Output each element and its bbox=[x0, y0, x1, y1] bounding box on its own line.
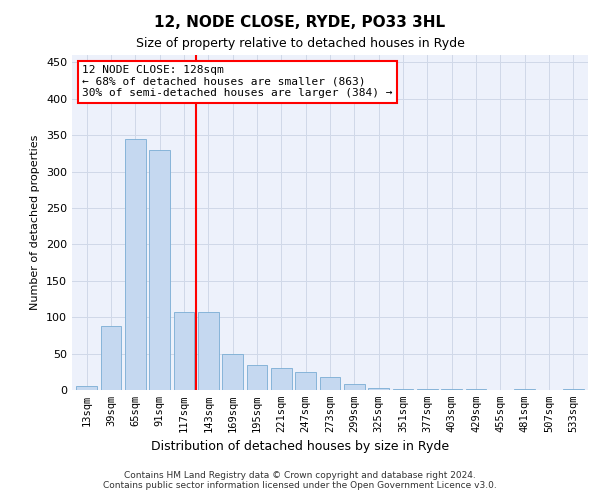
Bar bbox=[392, 388, 413, 390]
Bar bbox=[417, 388, 438, 390]
Bar bbox=[295, 372, 316, 390]
Bar bbox=[344, 384, 365, 390]
Bar bbox=[271, 368, 292, 390]
Text: 12, NODE CLOSE, RYDE, PO33 3HL: 12, NODE CLOSE, RYDE, PO33 3HL bbox=[154, 15, 446, 30]
Text: 12 NODE CLOSE: 128sqm
← 68% of detached houses are smaller (863)
30% of semi-det: 12 NODE CLOSE: 128sqm ← 68% of detached … bbox=[82, 65, 393, 98]
Bar bbox=[247, 364, 268, 390]
Bar bbox=[101, 326, 121, 390]
Bar bbox=[76, 386, 97, 390]
Bar bbox=[222, 354, 243, 390]
Text: Size of property relative to detached houses in Ryde: Size of property relative to detached ho… bbox=[136, 38, 464, 51]
Bar bbox=[368, 388, 389, 390]
Text: Distribution of detached houses by size in Ryde: Distribution of detached houses by size … bbox=[151, 440, 449, 453]
Bar bbox=[149, 150, 170, 390]
Text: Contains HM Land Registry data © Crown copyright and database right 2024.
Contai: Contains HM Land Registry data © Crown c… bbox=[103, 470, 497, 490]
Bar bbox=[125, 138, 146, 390]
Bar bbox=[173, 312, 194, 390]
Bar bbox=[320, 377, 340, 390]
Y-axis label: Number of detached properties: Number of detached properties bbox=[31, 135, 40, 310]
Bar bbox=[198, 312, 218, 390]
